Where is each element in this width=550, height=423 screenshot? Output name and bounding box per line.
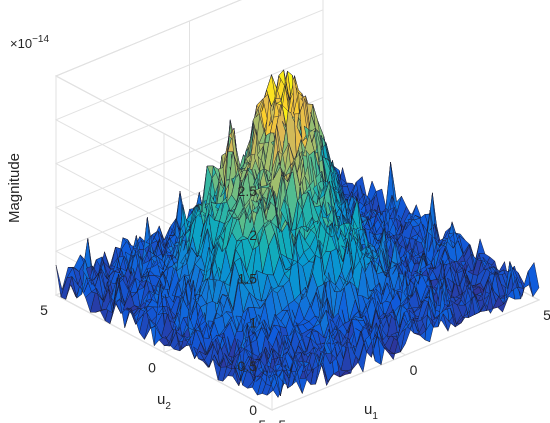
- svg-text:u1: u1: [364, 401, 378, 422]
- surface-patch: [527, 262, 540, 297]
- svg-text:×10−14: ×10−14: [10, 34, 49, 51]
- z-tick-label: 1: [249, 314, 257, 330]
- x-tick-label: -5: [274, 417, 287, 423]
- x-tick-label: 5: [543, 307, 550, 323]
- z-axis-label: Magnitude: [6, 153, 23, 223]
- z-exponent: ×10−14: [10, 34, 49, 51]
- y-tick-label: 5: [40, 302, 48, 318]
- z-tick-label: 0: [249, 402, 257, 418]
- x-tick-label: 0: [410, 362, 418, 378]
- y-tick-label: 0: [148, 360, 156, 376]
- surface-mesh: [55, 69, 540, 398]
- z-tick-label: 1.5: [238, 271, 258, 287]
- tick-labels: 00.511.522.5-505-505: [40, 183, 550, 423]
- z-tick-label: 2: [249, 227, 257, 243]
- x-axis-label: u1: [364, 401, 378, 422]
- y-gridline-floor: [271, 299, 540, 411]
- svg-text:u2: u2: [157, 391, 171, 412]
- y-tick-label: -5: [254, 417, 267, 423]
- y-axis-label: u2: [157, 391, 171, 412]
- z-tick-label: 2.5: [238, 183, 258, 199]
- z-tick-label: 0.5: [238, 358, 258, 374]
